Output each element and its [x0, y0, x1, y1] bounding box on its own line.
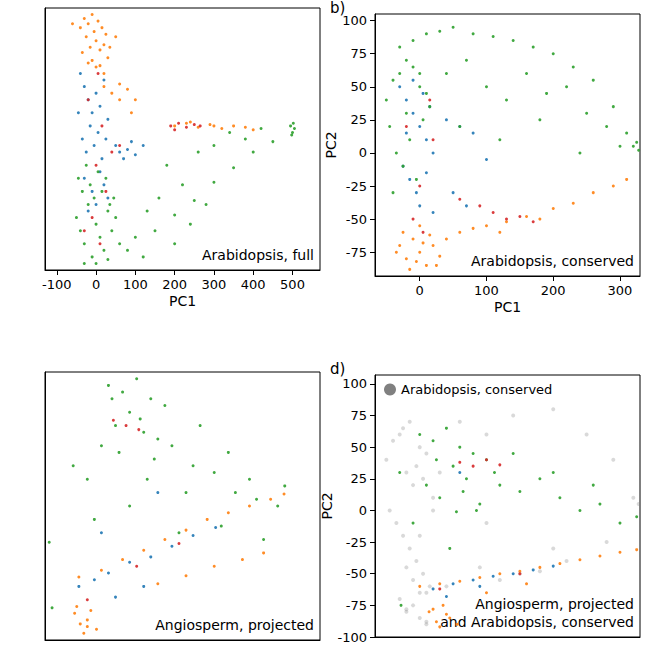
- svg-text:Angiosperm, projected: Angiosperm, projected: [155, 617, 314, 633]
- svg-text:Angiosperm, projected: Angiosperm, projected: [475, 596, 634, 612]
- svg-text:PC1: PC1: [169, 293, 196, 309]
- svg-text:PC2: PC2: [323, 131, 339, 158]
- svg-text:200: 200: [162, 277, 187, 292]
- svg-text:75: 75: [350, 46, 367, 61]
- svg-text:0: 0: [92, 277, 100, 292]
- svg-text:100: 100: [342, 13, 367, 28]
- svg-text:50: 50: [350, 79, 367, 94]
- svg-text:PC2: PC2: [319, 492, 335, 519]
- svg-text:0: 0: [359, 145, 367, 160]
- svg-text:200: 200: [541, 283, 566, 298]
- svg-text:100: 100: [123, 277, 148, 292]
- svg-text:500: 500: [280, 277, 305, 292]
- svg-text:-75: -75: [346, 245, 367, 260]
- svg-text:PC1: PC1: [494, 299, 521, 315]
- svg-text:-50: -50: [346, 212, 367, 227]
- svg-text:-75: -75: [346, 598, 367, 613]
- svg-text:Arabidopsis, conserved: Arabidopsis, conserved: [471, 253, 634, 269]
- svg-text:-50: -50: [346, 566, 367, 581]
- svg-text:Arabidopsis, full: Arabidopsis, full: [202, 247, 314, 263]
- svg-text:400: 400: [241, 277, 266, 292]
- svg-text:-25: -25: [346, 535, 367, 550]
- svg-text:and Arabidopsis, conserved: and Arabidopsis, conserved: [440, 614, 634, 630]
- svg-text:-100: -100: [337, 630, 367, 645]
- svg-text:25: 25: [350, 471, 367, 486]
- svg-text:300: 300: [608, 283, 633, 298]
- svg-text:100: 100: [342, 376, 367, 391]
- svg-text:50: 50: [350, 440, 367, 455]
- svg-text:-25: -25: [346, 179, 367, 194]
- svg-text:25: 25: [350, 112, 367, 127]
- svg-text:300: 300: [202, 277, 227, 292]
- svg-text:0: 0: [416, 283, 424, 298]
- svg-text:0: 0: [359, 503, 367, 518]
- svg-text:d): d): [330, 360, 345, 378]
- svg-text:75: 75: [350, 408, 367, 423]
- svg-text:Arabidopsis, conserved: Arabidopsis, conserved: [401, 382, 552, 397]
- svg-text:100: 100: [474, 283, 499, 298]
- svg-text:-100: -100: [42, 277, 72, 292]
